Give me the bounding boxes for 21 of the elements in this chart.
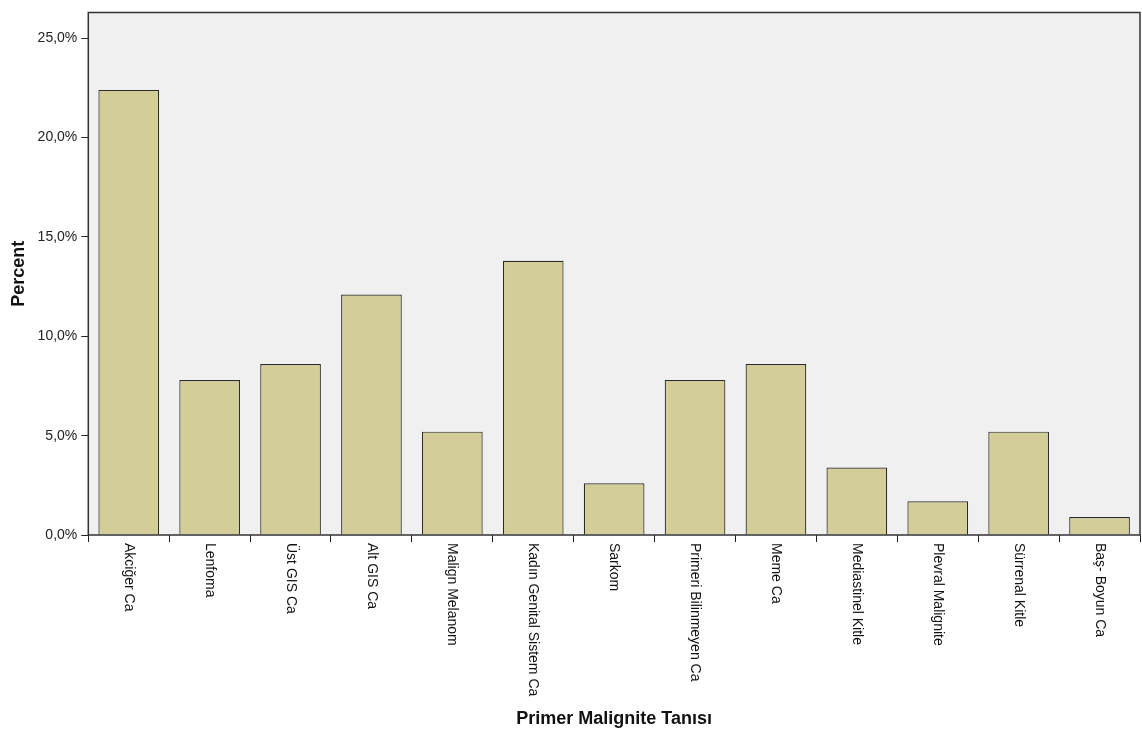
- x-tick-label: Lenfoma: [202, 543, 219, 598]
- x-tick-label: Meme Ca: [769, 543, 786, 604]
- y-tick-label: 15,0%: [37, 227, 78, 244]
- y-axis-title: Percent: [7, 240, 28, 307]
- x-tick-label: Kadın Genital Sistem Ca: [526, 543, 543, 697]
- y-tick-label: 0,0%: [45, 525, 78, 542]
- x-tick-label: Plevral Malignite: [930, 543, 947, 646]
- x-tick-label: Mediastinel Kitle: [849, 543, 866, 646]
- x-tick-label: Baş- Boyun Ca: [1092, 543, 1109, 638]
- x-tick-label: Malign Melanom: [445, 543, 462, 646]
- y-tick-label: 20,0%: [37, 128, 78, 145]
- x-tick-label: Alt GIS Ca: [364, 543, 381, 610]
- x-tick-label: Sarkom: [607, 543, 624, 592]
- y-tick-label: 10,0%: [37, 327, 78, 344]
- x-axis-title: Primer Malignite Tanısı: [516, 708, 713, 729]
- y-tick-label: 5,0%: [45, 426, 78, 443]
- x-tick-label: Akciğer Ca: [121, 543, 138, 612]
- x-tick-label: Üst GIS Ca: [283, 543, 301, 615]
- y-tick-label: 25,0%: [37, 29, 78, 46]
- x-tick-label: Sürrenal Kitle: [1011, 543, 1028, 628]
- x-tick-label: Primeri Bilinmeyen Ca: [688, 543, 705, 682]
